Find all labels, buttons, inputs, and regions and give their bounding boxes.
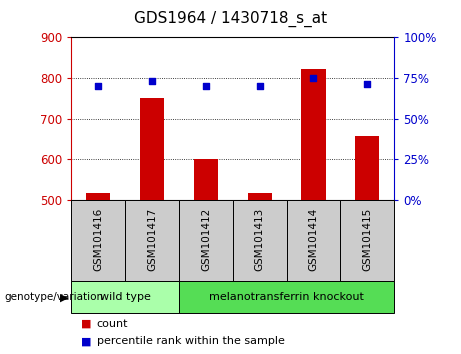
Point [202, 83, 210, 89]
Text: count: count [97, 319, 128, 329]
Bar [355, 136, 379, 200]
Bar [140, 98, 164, 200]
Bar [194, 159, 218, 200]
Point [310, 75, 317, 81]
Point [148, 78, 156, 84]
Bar [233, 200, 287, 281]
Text: GSM101413: GSM101413 [254, 207, 265, 271]
Bar [71, 281, 179, 313]
Text: GDS1964 / 1430718_s_at: GDS1964 / 1430718_s_at [134, 11, 327, 27]
Point [95, 83, 102, 89]
Bar [71, 200, 125, 281]
Bar [86, 193, 111, 200]
Bar [248, 193, 272, 200]
Text: GSM101415: GSM101415 [362, 207, 372, 271]
Text: GSM101416: GSM101416 [93, 207, 103, 271]
Text: melanotransferrin knockout: melanotransferrin knockout [209, 292, 364, 302]
Bar [301, 69, 325, 200]
Text: ▶: ▶ [60, 292, 68, 302]
Bar [340, 200, 394, 281]
Text: GSM101417: GSM101417 [147, 207, 157, 271]
Bar [287, 200, 340, 281]
Text: ■: ■ [81, 336, 91, 346]
Point [364, 81, 371, 87]
Text: genotype/variation: genotype/variation [5, 292, 104, 302]
Point [256, 83, 263, 89]
Text: GSM101414: GSM101414 [308, 207, 319, 271]
Text: percentile rank within the sample: percentile rank within the sample [97, 336, 285, 346]
Text: wild type: wild type [100, 292, 151, 302]
Text: GSM101412: GSM101412 [201, 207, 211, 271]
Text: ■: ■ [81, 319, 91, 329]
Bar [179, 281, 394, 313]
Bar [179, 200, 233, 281]
Bar [125, 200, 179, 281]
